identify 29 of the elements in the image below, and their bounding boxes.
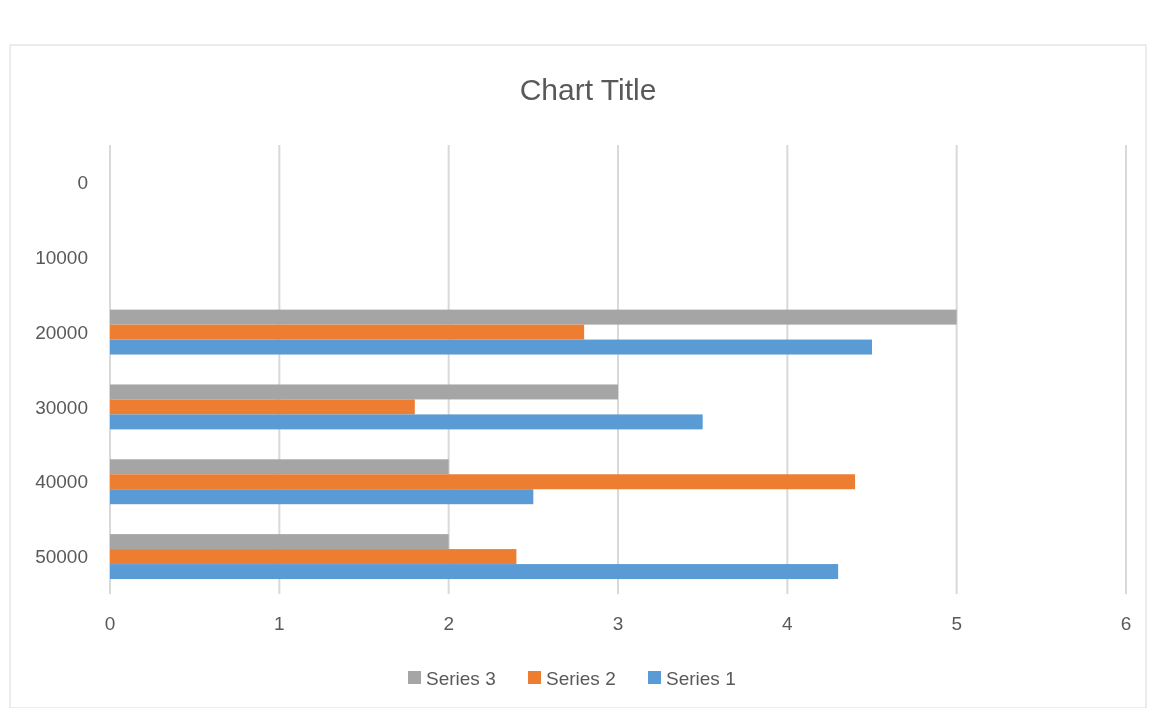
x-tick-label: 2	[443, 613, 454, 634]
chart-title: Chart Title	[519, 73, 657, 106]
bar	[110, 399, 415, 415]
bar	[110, 339, 872, 355]
bar	[110, 489, 534, 505]
bar	[110, 459, 449, 475]
y-tick-label: 30000	[35, 396, 88, 418]
y-tick-label: 10000	[35, 246, 88, 268]
legend-label: Series 3	[426, 667, 496, 689]
bar	[110, 534, 449, 550]
x-tick-label: 3	[612, 613, 624, 634]
bar	[110, 549, 517, 565]
y-tick-label: 20000	[35, 321, 88, 343]
bar	[110, 324, 585, 340]
bar	[110, 564, 839, 580]
y-tick-label: 0	[77, 172, 88, 194]
bar	[110, 384, 618, 400]
legend-label: Series 2	[546, 667, 616, 689]
legend-label: Series 1	[666, 667, 736, 689]
bar	[110, 414, 703, 430]
bar	[110, 309, 957, 325]
y-tick-label: 40000	[35, 471, 88, 493]
x-tick-label: 1	[274, 613, 285, 634]
x-tick-label: 4	[782, 613, 794, 634]
x-tick-label: 0	[104, 613, 116, 634]
bar	[110, 474, 856, 490]
x-tick-label: 6	[1120, 613, 1132, 634]
y-tick-label: 50000	[35, 546, 88, 568]
x-tick-label: 5	[951, 613, 962, 634]
